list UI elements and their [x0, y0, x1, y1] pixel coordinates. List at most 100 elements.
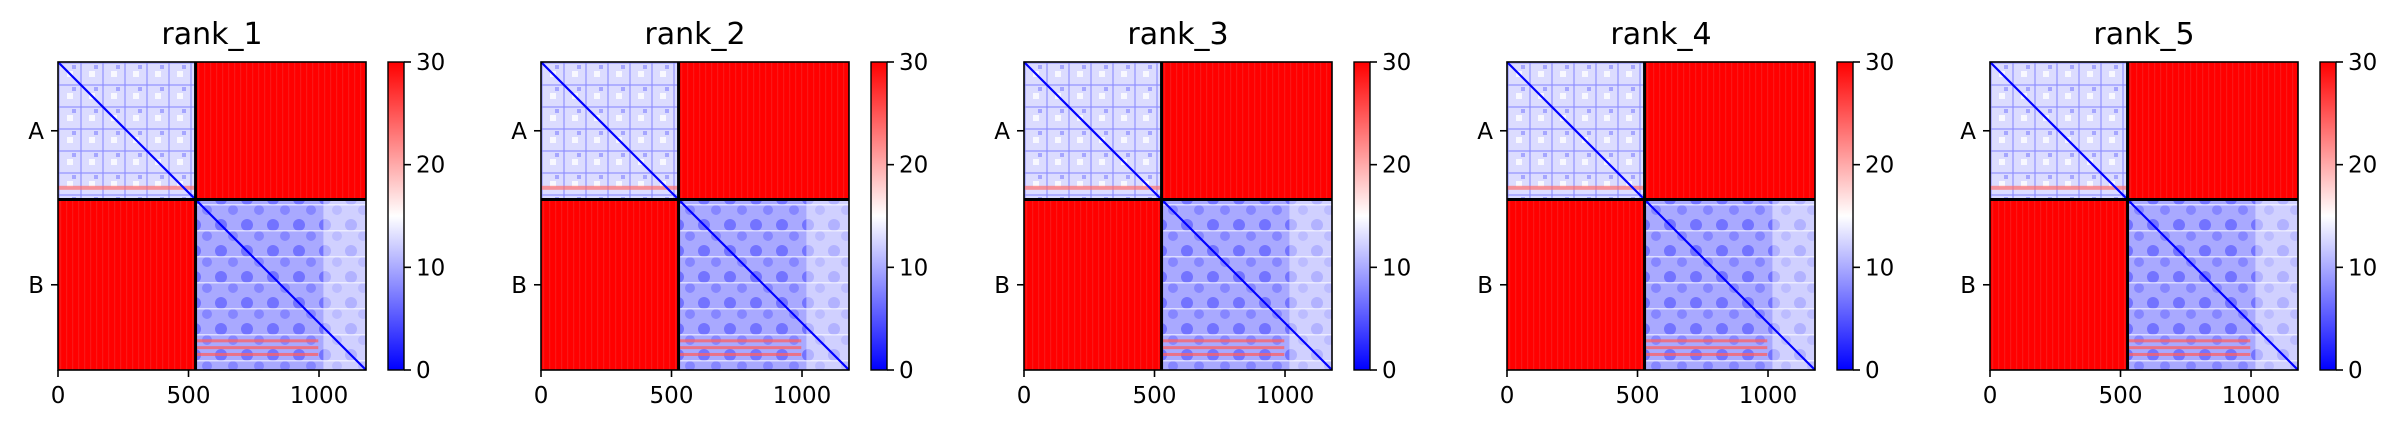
colorbar-tick-label: 20: [1382, 153, 1411, 179]
heatmap-streak: [2127, 339, 2251, 343]
colorbar-tick-label: 10: [2348, 255, 2377, 281]
colorbar-tick-label: 0: [1865, 358, 1880, 384]
panel-rank_4: rank_4 0 500 1000 A B 0 10 20 30: [1477, 17, 1894, 409]
heatmap-tail: [2255, 199, 2298, 370]
colorbar-tick-label: 20: [899, 153, 928, 179]
heatmap-block-ab: [2127, 62, 2298, 200]
panel-rank_1: rank_1 0 500 1000 A B 0 10 20 30: [28, 17, 445, 409]
colorbar-tick-label: 0: [416, 358, 431, 384]
colorbar-tick-label: 20: [2348, 153, 2377, 179]
panel-rank_5: rank_5 0 500 1000 A B 0 10 20 30: [1960, 17, 2377, 409]
chain-label-A: A: [1960, 119, 1976, 145]
heatmap-block-ab: [678, 62, 849, 200]
heatmap-diagonal: [1989, 61, 2299, 371]
heatmap-streak: [2127, 352, 2251, 356]
x-tick-label: 500: [167, 383, 211, 409]
heatmap-block-ba: [541, 199, 679, 370]
panel-title: rank_4: [1610, 17, 1711, 52]
heatmap-diagonal: [540, 61, 850, 371]
colorbar: 0 10 20 30: [2319, 50, 2377, 384]
colorbar-tick-label: 20: [1865, 153, 1894, 179]
chain-label-A: A: [28, 119, 44, 145]
heatmap-diagonal: [1023, 61, 1333, 371]
colorbar-gradient: [1836, 61, 1854, 371]
x-tick-label: 0: [1017, 383, 1032, 409]
panel-rank_2: rank_2 0 500 1000 A B 0 10 20 30: [511, 17, 928, 409]
x-tick-label: 0: [1500, 383, 1515, 409]
heatmap-block-ab: [1644, 62, 1815, 200]
heatmap-frame: [1506, 61, 1816, 371]
heatmap-block-ba: [1507, 199, 1645, 370]
panel-title: rank_5: [2093, 17, 2194, 52]
heatmap-streak: [1507, 185, 1645, 190]
heatmap-block-ab: [1161, 62, 1332, 200]
heatmap-block-ba: [58, 199, 196, 370]
heatmap-streak: [1161, 339, 1285, 343]
x-tick-label: 500: [1616, 383, 1660, 409]
heatmap-frame: [540, 61, 850, 371]
heatmap-diagonal: [57, 61, 367, 371]
heatmap-tail: [1289, 199, 1332, 370]
x-tick-label: 0: [51, 383, 66, 409]
colorbar-tick-label: 20: [416, 153, 445, 179]
chain-label-A: A: [994, 119, 1010, 145]
panel-title: rank_3: [1127, 17, 1228, 52]
heatmap-streak: [1644, 346, 1768, 350]
colorbar-tick-label: 30: [416, 50, 445, 76]
chain-label-B: B: [994, 273, 1010, 299]
colorbar-tick-label: 0: [2348, 358, 2363, 384]
heatmap-block-ba: [1024, 199, 1162, 370]
x-tick-label: 0: [1983, 383, 1998, 409]
heatmap-streak: [1644, 352, 1768, 356]
colorbar-tick-label: 30: [2348, 50, 2377, 76]
colorbar-tick-label: 0: [899, 358, 914, 384]
heatmap-streak: [1990, 185, 2128, 190]
colorbar-tick-label: 10: [1382, 255, 1411, 281]
heatmap-block-ab: [195, 62, 366, 200]
heatmap-frame: [1023, 61, 1333, 371]
chain-label-B: B: [28, 273, 44, 299]
heatmap-streak: [195, 339, 319, 343]
chain-label-B: B: [1477, 273, 1493, 299]
heatmap-streak: [1024, 185, 1162, 190]
heatmap-streak: [2127, 346, 2251, 350]
heatmap-streak: [195, 352, 319, 356]
chain-label-A: A: [1477, 119, 1493, 145]
heatmap-streak: [195, 346, 319, 350]
chain-label-B: B: [511, 273, 527, 299]
heatmap-streak: [1644, 339, 1768, 343]
colorbar-tick-label: 10: [899, 255, 928, 281]
heatmap-streak: [678, 346, 802, 350]
panel-title: rank_1: [161, 17, 262, 52]
colorbar-gradient: [1353, 61, 1371, 371]
heatmap-streak: [678, 352, 802, 356]
heatmap-frame: [57, 61, 367, 371]
x-tick-label: 1000: [1256, 383, 1315, 409]
heatmap-tail: [1772, 199, 1815, 370]
x-tick-label: 1000: [2222, 383, 2281, 409]
heatmap-tail: [323, 199, 366, 370]
colorbar-tick-label: 30: [1865, 50, 1894, 76]
x-tick-label: 1000: [773, 383, 832, 409]
panel-rank_3: rank_3 0 500 1000 A B 0 10 20 30: [994, 17, 1411, 409]
x-tick-label: 500: [2099, 383, 2143, 409]
colorbar-gradient: [387, 61, 405, 371]
heatmap-streak: [541, 185, 679, 190]
heatmap-streak: [1161, 352, 1285, 356]
x-tick-label: 500: [650, 383, 694, 409]
x-tick-label: 1000: [1739, 383, 1798, 409]
colorbar-tick-label: 0: [1382, 358, 1397, 384]
colorbar-gradient: [870, 61, 888, 371]
colorbar-tick-label: 10: [416, 255, 445, 281]
heatmap-block-ba: [1990, 199, 2128, 370]
chain-label-B: B: [1960, 273, 1976, 299]
heatmap-streak: [678, 339, 802, 343]
heatmap-streak: [58, 185, 196, 190]
colorbar-tick-label: 30: [899, 50, 928, 76]
colorbar: 0 10 20 30: [1353, 50, 1411, 384]
heatmap-streak: [1161, 346, 1285, 350]
panel-title: rank_2: [644, 17, 745, 52]
colorbar: 0 10 20 30: [387, 50, 445, 384]
x-tick-label: 0: [534, 383, 549, 409]
